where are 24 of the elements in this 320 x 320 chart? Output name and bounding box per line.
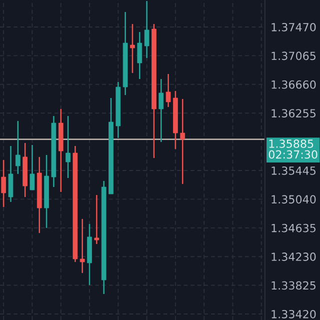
candlestick — [94, 194, 100, 245]
candlestick — [158, 78, 164, 143]
y-tick-label: 1.34635 — [272, 224, 316, 232]
y-tick-label: 1.37470 — [272, 22, 316, 32]
candlestick — [1, 159, 6, 208]
y-tick-label: 1.33825 — [272, 281, 316, 290]
y-tick-label: 1.35040 — [272, 195, 316, 204]
candlestick — [137, 31, 142, 80]
y-tick-label: 1.34230 — [272, 252, 316, 261]
y-tick-label: 1.33420 — [272, 310, 316, 318]
candlestick — [15, 120, 20, 175]
y-tick-label: 1.36660 — [272, 80, 316, 89]
candlestick — [166, 73, 171, 108]
candlestick — [30, 144, 35, 191]
candlestick — [8, 145, 14, 203]
y-tick-label: 1.35445 — [272, 166, 316, 175]
candlestick — [180, 98, 186, 185]
ref-line-label: 1.35885 02:37:30 — [268, 140, 318, 159]
y-tick-label: 1.37065 — [272, 52, 316, 60]
candlestick — [66, 115, 70, 179]
candlestick — [144, 0, 150, 59]
y-tick-label: 1.36255 — [272, 109, 316, 118]
candlestick — [130, 23, 135, 74]
candlestick — [80, 218, 85, 274]
